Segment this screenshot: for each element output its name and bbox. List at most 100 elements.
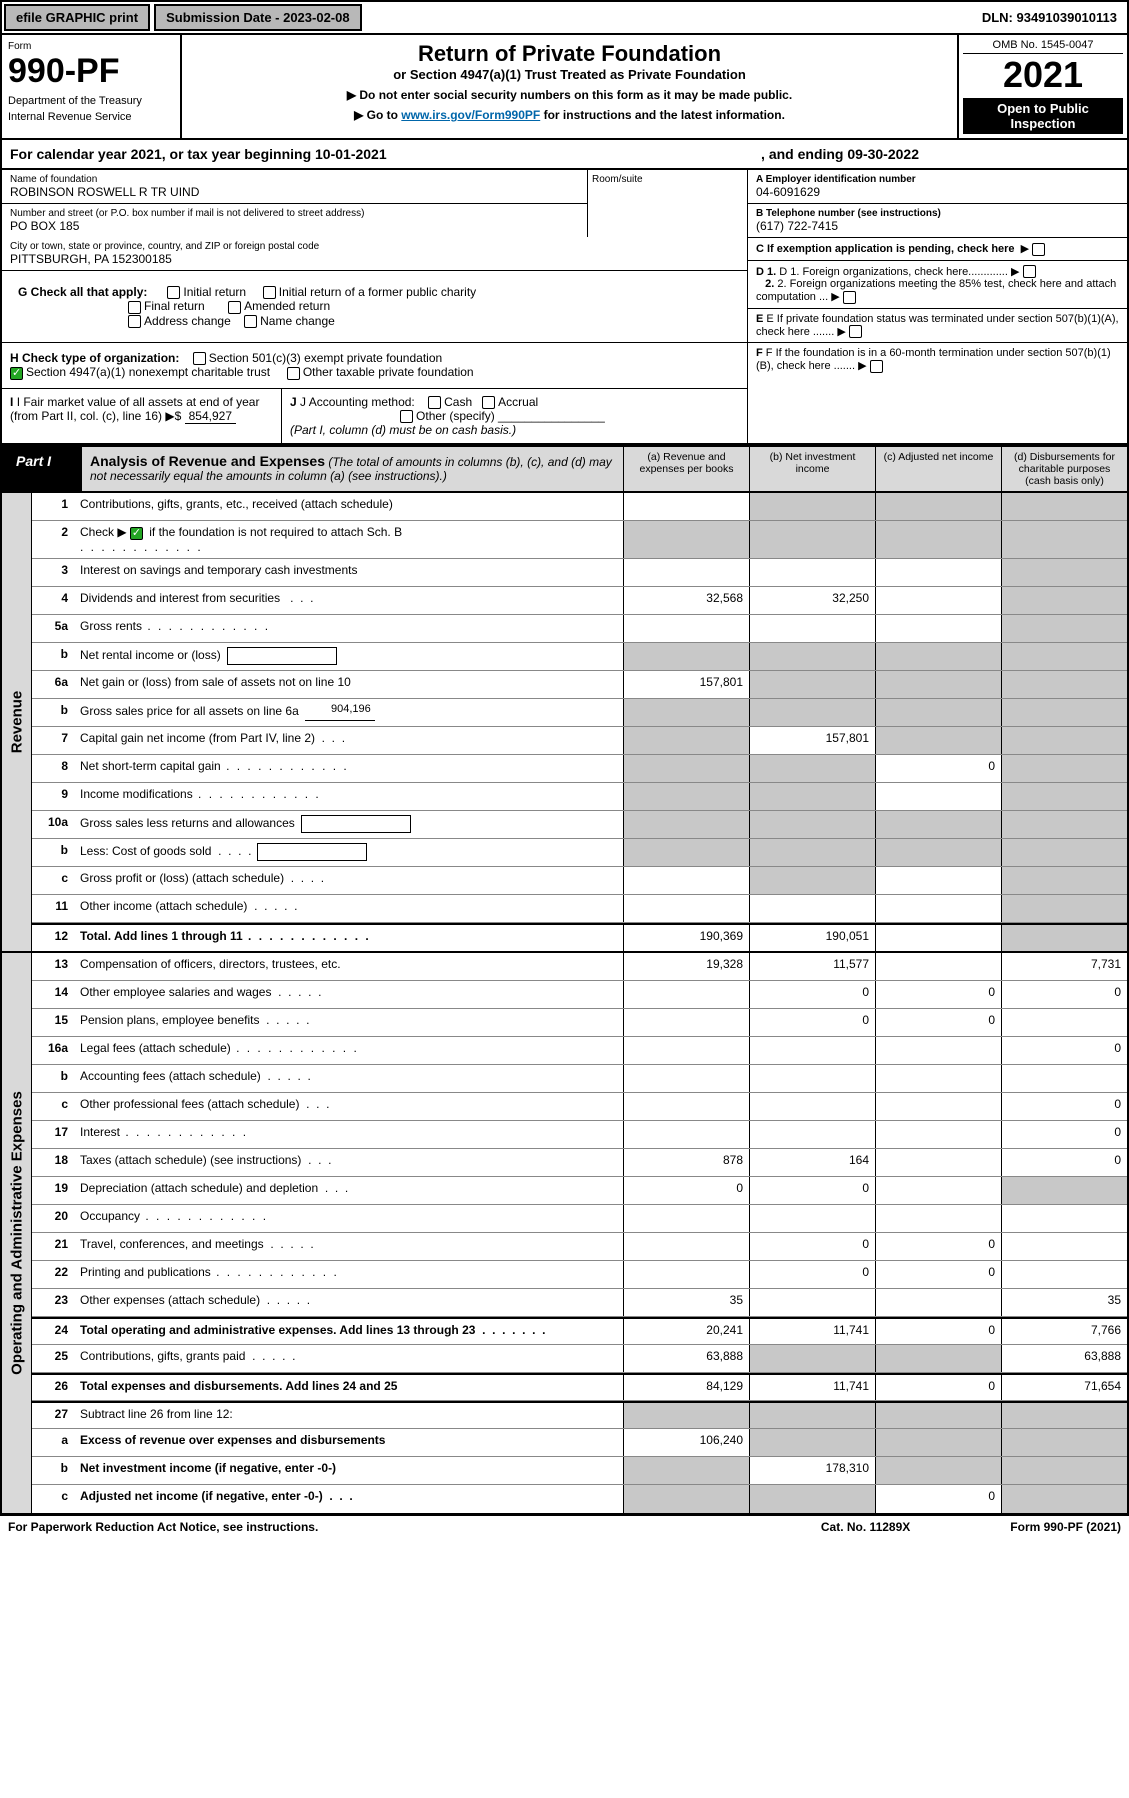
g-opt-2: Final return bbox=[144, 299, 205, 313]
cell-c bbox=[875, 643, 1001, 670]
cell-d bbox=[1001, 1065, 1127, 1092]
cell-d bbox=[1001, 925, 1127, 951]
address-change-checkbox[interactable] bbox=[128, 315, 141, 328]
col-b-header: (b) Net investment income bbox=[749, 447, 875, 491]
row-desc: Net rental income or (loss) bbox=[74, 643, 623, 670]
cell-d bbox=[1001, 1457, 1127, 1484]
cell-c bbox=[875, 1205, 1001, 1232]
cell-a bbox=[623, 1037, 749, 1064]
exemption-pending-checkbox[interactable] bbox=[1032, 243, 1045, 256]
row-num: b bbox=[32, 643, 74, 670]
ein-value: 04-6091629 bbox=[756, 185, 1119, 199]
cell-b bbox=[749, 811, 875, 838]
chk-post: if the foundation is not required to att… bbox=[146, 525, 402, 539]
cell-c bbox=[875, 925, 1001, 951]
form-label: Form bbox=[8, 41, 174, 52]
row-desc: Other expenses (attach schedule) . . . .… bbox=[74, 1289, 623, 1316]
4947a1-checkbox[interactable] bbox=[10, 367, 23, 380]
cell-c bbox=[875, 1289, 1001, 1316]
row-num: 23 bbox=[32, 1289, 74, 1316]
cell-b bbox=[749, 671, 875, 698]
row-desc: Interest on savings and temporary cash i… bbox=[74, 559, 623, 586]
revenue-side-label: Revenue bbox=[2, 493, 32, 950]
foreign-org-checkbox[interactable] bbox=[1023, 265, 1036, 278]
analysis-title: Analysis of Revenue and Expenses (The to… bbox=[82, 447, 623, 491]
row-desc: Accounting fees (attach schedule) . . . … bbox=[74, 1065, 623, 1092]
form-number: 990-PF bbox=[8, 52, 174, 91]
cell-a: 19,328 bbox=[623, 953, 749, 980]
gross-sales-less-box[interactable] bbox=[301, 815, 411, 833]
efile-print-button[interactable]: efile GRAPHIC print bbox=[4, 4, 150, 31]
h-opt-3: Other taxable private foundation bbox=[303, 365, 474, 379]
row-num: 17 bbox=[32, 1121, 74, 1148]
cell-a: 63,888 bbox=[623, 1345, 749, 1372]
cell-a bbox=[623, 811, 749, 838]
j-accrual: Accrual bbox=[498, 395, 538, 409]
row-desc: Contributions, gifts, grants paid . . . … bbox=[74, 1345, 623, 1372]
omb-number: OMB No. 1545-0047 bbox=[963, 39, 1123, 54]
fmv-value: 854,927 bbox=[185, 409, 236, 424]
row-desc: Printing and publications bbox=[74, 1261, 623, 1288]
other-taxable-checkbox[interactable] bbox=[287, 367, 300, 380]
row-desc: Gross rents bbox=[74, 615, 623, 642]
header-left: Form 990-PF Department of the Treasury I… bbox=[2, 35, 182, 138]
initial-return-checkbox[interactable] bbox=[167, 286, 180, 299]
60-month-checkbox[interactable] bbox=[870, 360, 883, 373]
initial-former-checkbox[interactable] bbox=[263, 286, 276, 299]
501c3-checkbox[interactable] bbox=[193, 352, 206, 365]
f-text: F If the foundation is in a 60-month ter… bbox=[756, 347, 1111, 372]
goto-post: for instructions and the latest informat… bbox=[540, 108, 785, 122]
cal-year-begin: For calendar year 2021, or tax year begi… bbox=[10, 146, 387, 162]
foreign-85-checkbox[interactable] bbox=[843, 291, 856, 304]
final-return-checkbox[interactable] bbox=[128, 301, 141, 314]
row-num: 10a bbox=[32, 811, 74, 838]
j-other: Other (specify) bbox=[416, 409, 495, 423]
row-desc: Legal fees (attach schedule) bbox=[74, 1037, 623, 1064]
cell-a bbox=[623, 1403, 749, 1428]
cell-a bbox=[623, 1457, 749, 1484]
cell-d: 7,766 bbox=[1001, 1319, 1127, 1344]
cell-c bbox=[875, 521, 1001, 557]
c-label: C If exemption application is pending, c… bbox=[756, 243, 1015, 255]
row-num: 15 bbox=[32, 1009, 74, 1036]
cell-a: 20,241 bbox=[623, 1319, 749, 1344]
row-num: c bbox=[32, 1485, 74, 1513]
e-row: E E If private foundation status was ter… bbox=[748, 309, 1127, 344]
rental-box[interactable] bbox=[227, 647, 337, 665]
other-method-checkbox[interactable] bbox=[400, 410, 413, 423]
cell-c bbox=[875, 587, 1001, 614]
cell-d bbox=[1001, 1485, 1127, 1513]
cell-b bbox=[749, 643, 875, 670]
expenses-side-label: Operating and Administrative Expenses bbox=[2, 953, 32, 1513]
cogs-box[interactable] bbox=[257, 843, 367, 861]
schb-checkbox[interactable] bbox=[130, 527, 143, 540]
j-note: (Part I, column (d) must be on cash basi… bbox=[290, 423, 516, 437]
j-label: J Accounting method: bbox=[300, 395, 415, 409]
row-desc: Contributions, gifts, grants, etc., rece… bbox=[74, 493, 623, 520]
form990pf-link[interactable]: www.irs.gov/Form990PF bbox=[401, 108, 540, 122]
cell-a bbox=[623, 867, 749, 894]
cell-d: 0 bbox=[1001, 981, 1127, 1008]
cell-b bbox=[749, 1037, 875, 1064]
status-terminated-checkbox[interactable] bbox=[849, 325, 862, 338]
row-num: b bbox=[32, 699, 74, 726]
d-row: D 1. D 1. Foreign organizations, check h… bbox=[748, 261, 1127, 309]
cell-c bbox=[875, 1429, 1001, 1456]
b-label: B Telephone number (see instructions) bbox=[756, 208, 941, 219]
cell-d: 0 bbox=[1001, 1093, 1127, 1120]
cell-c bbox=[875, 727, 1001, 754]
cell-d bbox=[1001, 615, 1127, 642]
header-right: OMB No. 1545-0047 2021 Open to Public In… bbox=[957, 35, 1127, 138]
cell-d bbox=[1001, 493, 1127, 520]
name-change-checkbox[interactable] bbox=[244, 315, 257, 328]
accrual-checkbox[interactable] bbox=[482, 396, 495, 409]
cell-b bbox=[749, 1429, 875, 1456]
amended-return-checkbox[interactable] bbox=[228, 301, 241, 314]
irs-label: Internal Revenue Service bbox=[8, 111, 174, 123]
cell-c bbox=[875, 1037, 1001, 1064]
cell-b: 164 bbox=[749, 1149, 875, 1176]
row-num: 22 bbox=[32, 1261, 74, 1288]
revenue-table: Revenue 1Contributions, gifts, grants, e… bbox=[0, 493, 1129, 952]
row-num: 18 bbox=[32, 1149, 74, 1176]
cash-checkbox[interactable] bbox=[428, 396, 441, 409]
